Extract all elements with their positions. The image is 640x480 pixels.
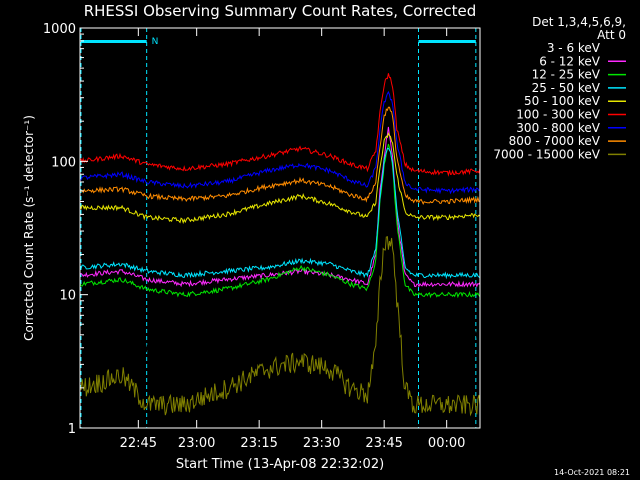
- legend-header-line-2: Att 0: [597, 28, 626, 42]
- x-axis-label: Start Time (13-Apr-08 22:32:02): [176, 457, 384, 472]
- y-tick-label-1: 10: [59, 289, 76, 304]
- night-flag-bar-1: [418, 40, 476, 43]
- legend-label-0: 3 - 6 keV: [547, 41, 601, 55]
- x-tick-label-3: 23:30: [303, 436, 340, 451]
- legend-label-7: 800 - 7000 keV: [509, 134, 601, 148]
- series-line-5: [79, 73, 481, 177]
- x-tick-label-4: 23:45: [365, 436, 402, 451]
- x-tick-label-2: 23:15: [240, 436, 277, 451]
- y-tick-label-3: 1000: [43, 22, 76, 37]
- night-flag-bar-0: [81, 40, 147, 43]
- legend-label-2: 12 - 25 keV: [532, 68, 601, 82]
- y-tick-label-2: 100: [51, 155, 76, 170]
- series-line-4: [79, 132, 481, 225]
- y-tick-label-0: 1: [68, 422, 76, 437]
- x-tick-label-0: 22:45: [120, 436, 157, 451]
- series-line-3: [79, 147, 481, 280]
- series-line-1: [79, 126, 481, 288]
- series-line-8: [79, 236, 481, 417]
- legend-label-1: 6 - 12 keV: [539, 54, 601, 68]
- legend-label-6: 300 - 800 keV: [516, 121, 600, 135]
- y-axis-label: Corrected Count Rate (s⁻¹ detector⁻¹): [22, 115, 36, 341]
- night-flag-label: N: [152, 37, 159, 47]
- series-line-0: [79, 125, 481, 353]
- chart-title: RHESSI Observing Summary Count Rates, Co…: [84, 2, 477, 20]
- legend-label-8: 7000 - 15000 keV: [493, 147, 600, 161]
- x-tick-label-1: 23:00: [178, 436, 215, 451]
- x-tick-label-5: 00:00: [428, 436, 465, 451]
- series-line-2: [79, 143, 481, 299]
- legend-label-5: 100 - 300 keV: [516, 108, 600, 122]
- legend-header-line-1: Det 1,3,4,5,6,9,: [532, 15, 626, 29]
- footer-timestamp: 14-Oct-2021 08:21: [554, 468, 630, 477]
- series-line-6: [80, 90, 481, 195]
- legend-label-3: 25 - 50 keV: [532, 81, 601, 95]
- legend-label-4: 50 - 100 keV: [524, 94, 601, 108]
- plot-frame: [79, 27, 481, 429]
- series-line-7: [79, 106, 481, 205]
